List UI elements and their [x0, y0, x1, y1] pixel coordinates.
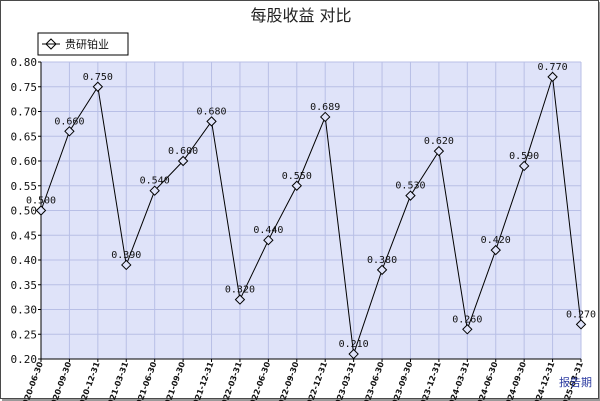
data-labels: 0.500 0.660 0.750 0.390 0.540 0.600 0.680 0.320…: [26, 62, 596, 350]
x-tick-label: 2022-03-31: [218, 360, 244, 401]
data-label: 0.420: [481, 235, 511, 246]
data-label: 0.260: [452, 314, 482, 325]
data-point-marker: [291, 180, 302, 191]
y-tick-label: 0.20: [11, 353, 38, 366]
x-tick-label: 2022-12-31: [303, 360, 329, 401]
data-label: 0.590: [509, 151, 539, 162]
series-line: [40, 76, 582, 355]
data-point-marker: [575, 319, 587, 330]
data-point-marker: [348, 348, 359, 360]
data-point-marker: [177, 155, 189, 167]
x-tick-label: 2021-06-30: [133, 360, 159, 401]
data-label: 0.600: [168, 146, 198, 157]
data-point-marker: [547, 71, 558, 83]
data-label: 0.500: [26, 196, 56, 207]
data-point-marker: [92, 81, 104, 92]
data-label: 0.750: [83, 72, 113, 83]
x-tick-label: 2020-12-31: [76, 360, 102, 401]
x-tick-label: 2022-09-30: [275, 360, 301, 401]
data-point-marker: [518, 160, 530, 172]
x-tick-label: 2023-12-31: [417, 360, 443, 401]
data-point-marker: [263, 234, 274, 246]
legend-entry-label: 贵研铂业: [65, 37, 109, 51]
data-label: 0.390: [111, 250, 141, 261]
y-tick-label: 0.35: [11, 279, 38, 292]
data-point-marker: [149, 185, 160, 196]
data-label: 0.270: [566, 309, 596, 320]
data-point-marker: [490, 244, 501, 256]
data-label: 0.530: [395, 181, 425, 192]
y-tick-label: 0.40: [11, 254, 38, 267]
data-point-marker: [64, 126, 75, 137]
y-tick-label: 0.80: [11, 56, 38, 69]
y-tick-label: 0.45: [11, 229, 38, 242]
data-point-marker: [121, 259, 132, 271]
x-tick-label: 2023-03-31: [332, 360, 358, 401]
data-label: 0.440: [253, 225, 283, 236]
x-tick-label: 2023-06-30: [360, 360, 386, 401]
data-label: 0.320: [225, 285, 255, 296]
grid-lines: [40, 61, 582, 360]
data-label: 0.550: [282, 171, 312, 182]
data-label: 0.770: [538, 62, 568, 73]
data-point-marker: [376, 264, 388, 276]
x-tick-label: 2024-03-31: [445, 360, 471, 401]
data-label: 0.380: [367, 255, 397, 266]
x-tick-label: 2020-09-30: [47, 360, 73, 401]
data-point-marker: [35, 205, 47, 216]
x-tick-label: 2024-06-30: [474, 360, 500, 401]
data-label: 0.540: [140, 176, 170, 187]
chart-title: 每股收益 对比: [250, 6, 351, 25]
x-axis-corner-note: 报告期: [559, 375, 592, 389]
data-label: 0.689: [310, 102, 340, 113]
y-axis-ticks: 0.20 0.25 0.30 0.35 0.40 0.45 0.50 0.55 0.60 0.65…: [11, 56, 41, 366]
y-tick-label: 0.65: [11, 130, 38, 143]
x-tick-label: 2024-12-31: [530, 360, 556, 401]
y-tick-label: 0.30: [11, 304, 38, 317]
data-point-marker: [206, 116, 217, 127]
x-tick-label: 2022-06-30: [246, 360, 272, 401]
legend-diamond-marker: [45, 38, 57, 50]
data-point-marker: [405, 190, 416, 201]
y-tick-label: 0.70: [11, 106, 38, 119]
data-label: 0.680: [196, 106, 226, 117]
x-tick-label: 2023-09-30: [388, 360, 414, 401]
data-point-marker: [462, 324, 473, 335]
x-tick-label: 2020-06-30: [19, 360, 45, 401]
y-tick-label: 0.75: [11, 81, 38, 94]
y-tick-label: 0.60: [11, 155, 38, 168]
legend-box: [37, 32, 129, 56]
x-tick-label: 2021-09-30: [161, 360, 187, 401]
y-tick-label: 0.50: [11, 205, 38, 218]
series-layer: [35, 71, 587, 360]
data-point-marker: [433, 145, 445, 157]
x-tick-label: 2021-03-31: [104, 360, 130, 401]
legend: 贵研铂业: [37, 32, 129, 56]
data-label: 0.660: [54, 116, 84, 127]
y-tick-label: 0.55: [11, 180, 38, 193]
data-point-marker: [234, 294, 246, 305]
data-point-marker: [320, 111, 331, 123]
x-tick-label: 2024-09-30: [502, 360, 528, 401]
data-label: 0.620: [424, 136, 454, 147]
x-axis-ticks: 2020-06-30 2020-09-30 2020-12-31 2021-03-31…: [19, 359, 585, 401]
y-tick-label: 0.25: [11, 328, 38, 341]
x-tick-label: 2021-12-31: [189, 360, 215, 401]
data-label: 0.210: [339, 339, 369, 350]
